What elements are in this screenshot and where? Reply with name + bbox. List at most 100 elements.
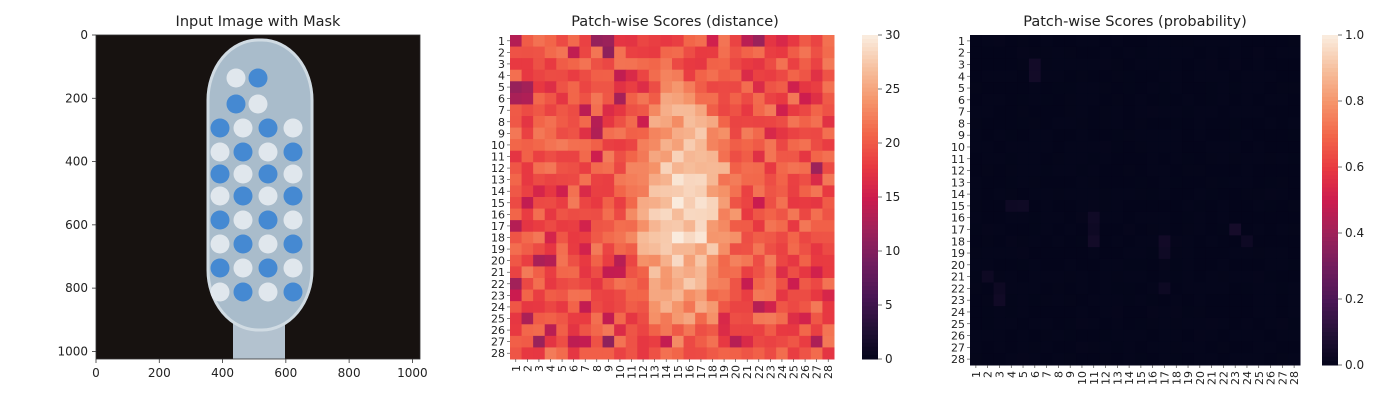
heatmap-cell <box>1288 141 1301 154</box>
colorbar-segment <box>1322 340 1338 345</box>
heatmap-cell <box>787 289 800 302</box>
heatmap-cell <box>556 150 569 163</box>
heatmap-cell <box>695 254 708 267</box>
heatmap-cell <box>1229 82 1242 95</box>
heatmap-cell <box>614 35 627 48</box>
heatmap-cell <box>695 347 708 360</box>
heatmap-cell <box>776 46 789 59</box>
colorbar-segment <box>862 55 878 60</box>
heatmap-cell <box>602 150 615 163</box>
heatmap-cell <box>822 231 835 244</box>
heatmap-cell <box>625 266 638 279</box>
col-label: 18 <box>707 365 720 379</box>
heatmap-cell <box>993 282 1006 295</box>
heatmap-cell <box>776 185 789 198</box>
heatmap-cell <box>981 200 995 213</box>
heatmap-cell <box>579 127 592 140</box>
heatmap-cell <box>787 162 800 175</box>
heatmap-cell <box>1217 282 1230 295</box>
heatmap-cell <box>556 127 569 140</box>
heatmap-cell <box>993 341 1006 354</box>
heatmap-cell <box>683 162 696 175</box>
row-label: 27 <box>951 341 965 354</box>
heatmap-cell <box>637 69 650 82</box>
heatmap-cell <box>799 185 812 198</box>
colorbar-segment <box>1322 43 1338 48</box>
heatmap-cell <box>683 208 696 221</box>
heatmap-cell <box>718 220 731 233</box>
heatmap-cell <box>1252 141 1266 154</box>
heatmap-cell <box>970 317 983 331</box>
heatmap-cell <box>1146 235 1160 248</box>
heatmap-cell <box>810 185 823 198</box>
heatmap-cell <box>1005 247 1018 260</box>
heatmap-cell <box>1111 317 1124 331</box>
heatmap-cell <box>1135 235 1148 248</box>
heatmap-cell <box>753 35 766 48</box>
heatmap-cell <box>533 208 546 221</box>
x-tick-label: 1000 <box>397 366 428 380</box>
heatmap-cell <box>1241 58 1254 71</box>
heatmap-cell <box>753 220 766 233</box>
heatmap-cell <box>753 347 766 360</box>
heatmap-cell <box>1064 46 1077 60</box>
heatmap-cell <box>567 81 580 94</box>
colorbar-segment <box>1322 51 1338 57</box>
bristle-masked <box>283 142 303 162</box>
heatmap-cell <box>810 150 823 163</box>
bristle <box>258 142 278 162</box>
colorbar-segment <box>1322 117 1338 123</box>
heatmap-cell <box>660 278 673 291</box>
heatmap-cell <box>1135 258 1148 272</box>
heatmap-cell <box>510 139 523 152</box>
heatmap-cell <box>970 329 983 342</box>
heatmap-cell <box>521 347 534 360</box>
heatmap-cell <box>1158 129 1171 142</box>
heatmap-cell <box>729 289 742 302</box>
heatmap-cell <box>1170 129 1183 142</box>
heatmap-cell <box>648 127 661 140</box>
heatmap-cell <box>1182 223 1195 236</box>
heatmap-cell <box>672 58 685 71</box>
heatmap-cell <box>1017 211 1030 225</box>
heatmap-cell <box>799 266 812 279</box>
heatmap-cell <box>1158 117 1171 130</box>
heatmap-cell <box>718 127 731 140</box>
heatmap-cell <box>695 208 708 221</box>
heatmap-cell <box>648 104 661 117</box>
heatmap-cell <box>1276 164 1289 177</box>
heatmap-cell <box>556 139 569 152</box>
heatmap-cell <box>799 243 812 256</box>
heatmap-cell <box>1276 188 1289 201</box>
heatmap-cell <box>556 197 569 210</box>
heatmap-cell <box>521 231 534 244</box>
heatmap-cell <box>1217 235 1230 248</box>
heatmap-cell <box>1158 200 1171 213</box>
heatmap-cell <box>1276 270 1289 283</box>
heatmap-cell <box>1087 105 1101 118</box>
colorbar-segment <box>862 124 878 129</box>
heatmap-cell <box>1264 164 1277 177</box>
bristle-masked <box>233 142 253 162</box>
heatmap-cell <box>533 220 546 233</box>
heatmap-cell <box>1193 353 1207 366</box>
heatmap-cell <box>544 220 557 233</box>
heatmap-cell <box>1158 247 1171 260</box>
heatmap-cell <box>625 335 638 348</box>
heatmap-cell <box>1264 141 1277 154</box>
heatmap-cell <box>544 173 557 186</box>
heatmap-cell <box>1288 93 1301 107</box>
row-label: 11 <box>951 153 965 166</box>
heatmap-cell <box>660 69 673 82</box>
heatmap-cell <box>993 329 1006 342</box>
heatmap-cell <box>672 162 685 175</box>
row-label: 25 <box>491 313 505 326</box>
colorbar-segment <box>862 164 878 170</box>
heatmap-cell <box>637 46 650 59</box>
colorbar-segment <box>1322 311 1338 316</box>
heatmap-cell <box>718 116 731 129</box>
heatmap-cell <box>1064 176 1077 189</box>
heatmap-cell <box>799 335 812 348</box>
heatmap-cell <box>1123 176 1136 189</box>
